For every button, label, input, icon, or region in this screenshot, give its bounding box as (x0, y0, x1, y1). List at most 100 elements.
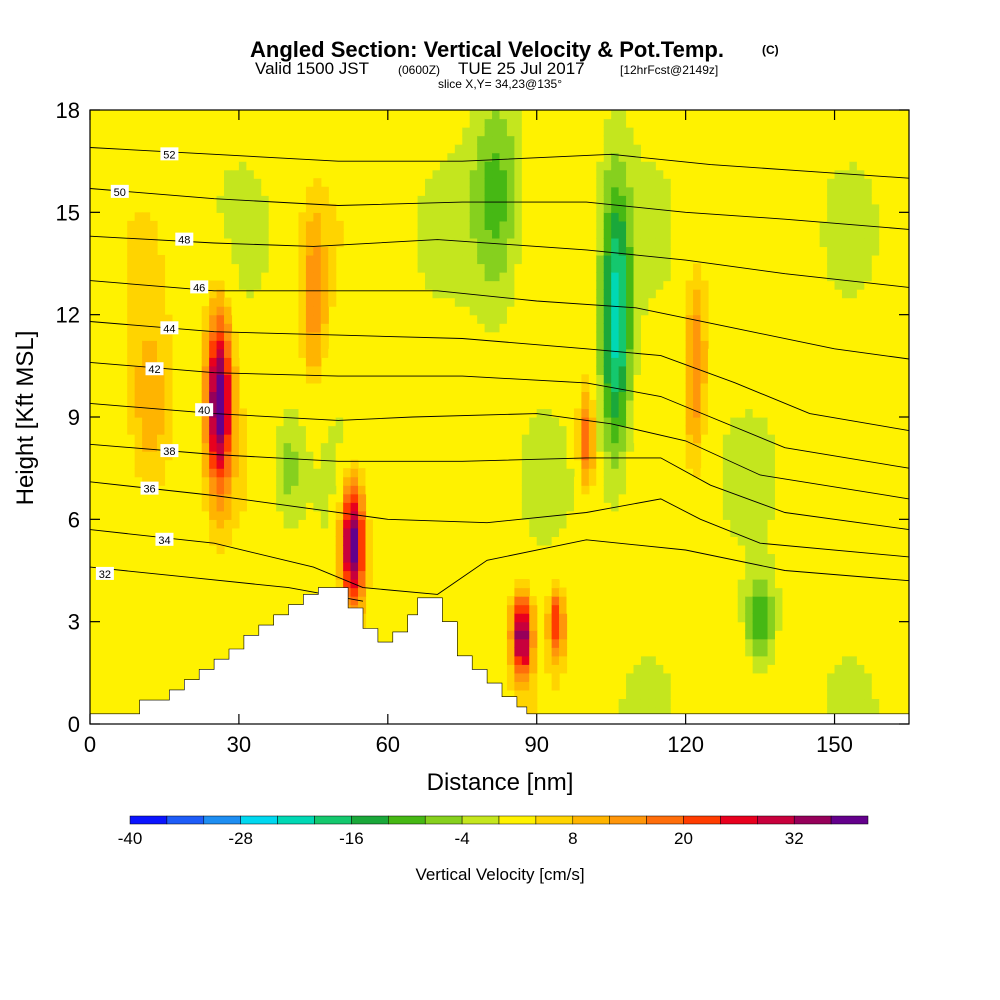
w-field-cell (611, 212, 620, 222)
w-field-cell (603, 561, 612, 572)
w-field-cell (201, 161, 210, 171)
w-field-cell (596, 459, 605, 469)
w-field-cell (201, 348, 210, 358)
w-field-cell (715, 536, 724, 546)
w-field-cell (268, 289, 277, 299)
w-field-cell (752, 638, 761, 648)
w-field-cell (626, 485, 635, 495)
w-field-cell (454, 613, 463, 623)
w-field-cell (715, 510, 724, 520)
w-field-cell (529, 519, 538, 529)
w-field-cell (402, 144, 411, 154)
w-field-cell (276, 425, 285, 435)
w-field-cell (521, 323, 530, 333)
w-field-cell (439, 604, 448, 614)
w-field-cell (536, 553, 545, 563)
w-field-cell (663, 706, 672, 717)
w-field-cell (246, 203, 255, 213)
w-field-cell (581, 655, 590, 665)
w-field-cell (291, 579, 300, 589)
w-field-cell (767, 613, 776, 623)
w-field-cell (506, 254, 515, 265)
w-field-cell (469, 169, 478, 179)
w-field-cell (194, 510, 203, 520)
w-field-cell (149, 306, 158, 316)
w-field-cell (499, 272, 508, 282)
w-field-cell (603, 655, 612, 665)
w-field-cell (439, 263, 448, 273)
w-field-cell (484, 161, 493, 171)
w-field-cell (663, 681, 672, 691)
w-field-cell (603, 263, 612, 273)
w-field-cell (603, 280, 612, 290)
w-field-cell (142, 399, 151, 410)
w-field-cell (186, 655, 195, 665)
w-field-cell (238, 272, 247, 282)
w-field-cell (499, 237, 508, 248)
w-field-cell (298, 468, 307, 478)
w-field-cell (722, 110, 731, 120)
w-field-cell (693, 331, 702, 341)
w-field-cell (685, 681, 694, 691)
w-field-cell (127, 579, 136, 589)
w-field-cell (417, 161, 426, 171)
w-field-cell (715, 391, 724, 401)
w-field-cell (149, 451, 158, 461)
w-field-cell (536, 587, 545, 597)
w-field-cell (276, 212, 285, 222)
w-field-cell (566, 519, 575, 529)
w-field-cell (231, 297, 240, 307)
w-field-cell (603, 127, 612, 137)
w-field-cell (268, 357, 277, 367)
w-field-cell (462, 127, 471, 137)
w-field-cell (603, 203, 612, 213)
w-field-cell (492, 519, 501, 529)
w-field-cell (693, 519, 702, 529)
w-field-cell (730, 382, 739, 393)
w-field-cell (730, 459, 739, 469)
w-field-cell (492, 135, 501, 145)
w-field-cell (640, 178, 650, 188)
w-field-cell (521, 459, 530, 469)
w-field-cell (529, 681, 538, 691)
w-field-cell (298, 340, 307, 350)
w-field-cell (439, 374, 448, 384)
w-field-cell (268, 144, 277, 154)
w-field-cell (350, 587, 359, 597)
w-field-cell (655, 323, 664, 333)
w-field-cell (626, 510, 635, 520)
w-field-cell (186, 161, 195, 171)
w-field-cell (648, 613, 657, 623)
w-field-cell (216, 621, 225, 631)
w-field-cell (313, 485, 322, 495)
w-field-cell (224, 357, 233, 367)
w-field-cell (127, 408, 136, 418)
w-field-cell (492, 647, 501, 657)
w-field-cell (276, 237, 285, 248)
w-field-cell (425, 272, 434, 282)
w-field-cell (328, 246, 337, 256)
w-field-cell (640, 672, 650, 682)
w-field-cell (171, 544, 180, 555)
w-field-cell (268, 263, 277, 273)
w-field-cell (372, 365, 381, 375)
w-field-cell (454, 357, 463, 367)
w-field-cell (760, 127, 769, 137)
w-field-cell (596, 280, 605, 290)
w-field-cell (469, 229, 478, 239)
w-field-cell (484, 374, 493, 384)
w-field-cell (707, 391, 717, 401)
w-field-cell (514, 229, 523, 239)
w-field-cell (164, 340, 173, 350)
w-field-cell (492, 672, 501, 682)
w-field-cell (633, 604, 642, 614)
w-field-cell (380, 391, 389, 401)
w-field-cell (224, 476, 233, 486)
w-field-cell (238, 630, 247, 640)
w-field-cell (678, 297, 687, 307)
w-field-cell (745, 374, 754, 384)
w-field-cell (588, 237, 597, 248)
w-field-cell (365, 118, 374, 128)
w-field-cell (224, 263, 233, 273)
